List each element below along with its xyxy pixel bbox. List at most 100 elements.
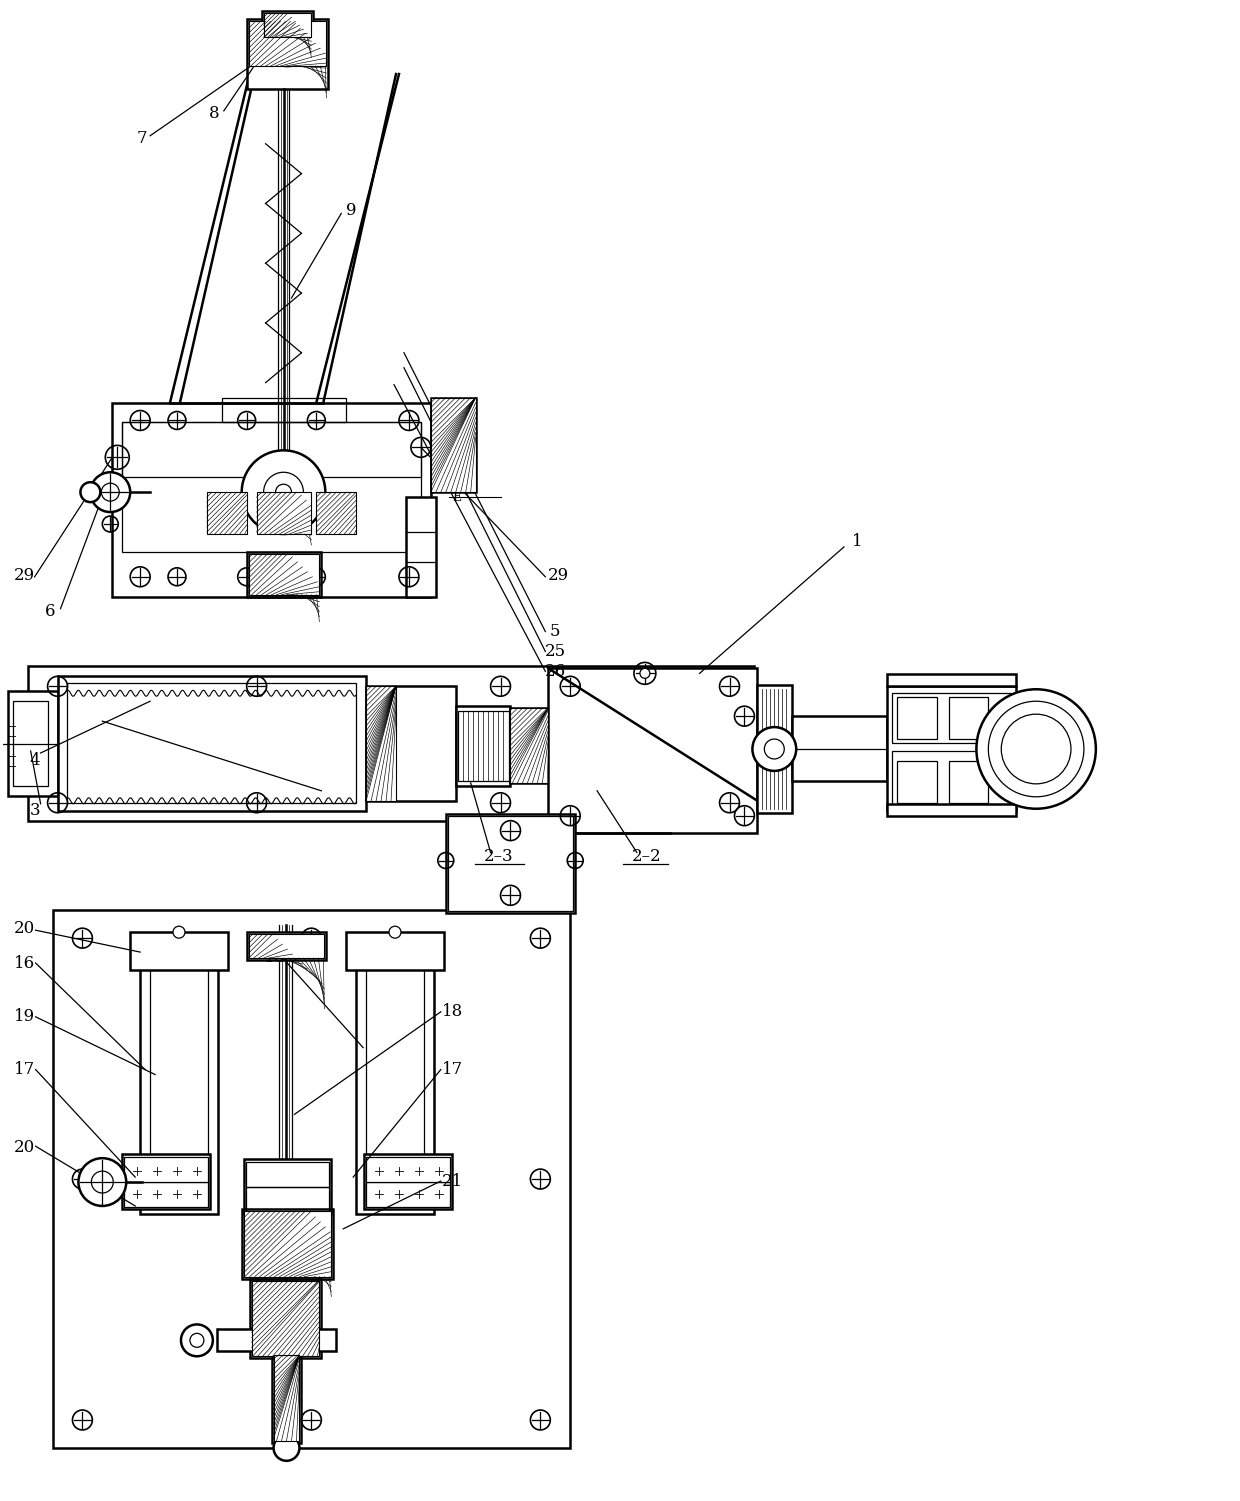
Bar: [405, 497, 435, 597]
Bar: [511, 708, 548, 784]
Bar: [244, 1159, 331, 1214]
Text: 25: 25: [544, 642, 565, 660]
Bar: [456, 705, 511, 787]
Bar: [366, 1183, 450, 1207]
Bar: [949, 761, 988, 803]
Text: 17: 17: [443, 1061, 464, 1078]
Bar: [262, 12, 314, 39]
Bar: [247, 20, 329, 89]
Bar: [52, 910, 570, 1448]
Text: 3: 3: [30, 802, 40, 820]
Circle shape: [389, 926, 401, 938]
Circle shape: [275, 485, 291, 500]
Bar: [548, 668, 758, 833]
Bar: [758, 686, 792, 812]
Bar: [365, 1154, 451, 1208]
Bar: [247, 932, 326, 961]
Text: 8: 8: [208, 105, 219, 123]
Text: 4: 4: [30, 752, 40, 770]
Bar: [27, 666, 754, 821]
Text: 18: 18: [443, 1003, 464, 1021]
Bar: [897, 761, 936, 803]
Bar: [366, 1157, 450, 1183]
Text: 21: 21: [443, 1172, 464, 1190]
Bar: [511, 708, 548, 784]
Bar: [897, 698, 936, 738]
Bar: [249, 21, 326, 66]
Bar: [264, 14, 311, 38]
Text: 9: 9: [346, 203, 356, 219]
Circle shape: [265, 23, 310, 66]
Bar: [892, 693, 1012, 743]
Bar: [949, 698, 988, 738]
Bar: [249, 554, 320, 594]
Text: 20: 20: [14, 1139, 35, 1156]
Circle shape: [78, 1159, 126, 1205]
Bar: [130, 932, 228, 970]
Text: E: E: [453, 491, 461, 504]
Circle shape: [242, 450, 325, 534]
Bar: [257, 492, 311, 534]
Bar: [430, 398, 476, 492]
Bar: [430, 398, 476, 492]
Bar: [123, 422, 420, 477]
Text: 7: 7: [136, 131, 148, 147]
Bar: [217, 1330, 336, 1351]
Bar: [366, 961, 424, 1204]
Bar: [222, 398, 346, 422]
Bar: [123, 1154, 210, 1208]
Circle shape: [190, 1333, 203, 1348]
Circle shape: [174, 926, 185, 938]
Bar: [448, 815, 573, 911]
Bar: [252, 1280, 320, 1357]
Text: 19: 19: [14, 1009, 35, 1025]
Text: 17: 17: [14, 1061, 35, 1078]
Bar: [792, 716, 887, 781]
Bar: [247, 552, 321, 597]
Circle shape: [274, 1435, 299, 1460]
Bar: [366, 686, 396, 800]
Circle shape: [81, 482, 100, 503]
Text: 2–2: 2–2: [632, 848, 662, 865]
Text: 16: 16: [264, 949, 285, 965]
Circle shape: [91, 473, 130, 512]
Bar: [887, 674, 1017, 686]
Bar: [892, 750, 1012, 806]
Bar: [150, 961, 208, 1204]
Bar: [246, 1162, 330, 1187]
Bar: [446, 814, 575, 913]
Text: 16: 16: [14, 955, 35, 971]
Bar: [887, 803, 1017, 815]
Circle shape: [753, 726, 796, 772]
Bar: [140, 961, 218, 1214]
Circle shape: [278, 35, 298, 54]
Bar: [207, 492, 247, 534]
Bar: [316, 492, 356, 534]
Bar: [242, 1208, 334, 1279]
Bar: [113, 402, 430, 597]
Circle shape: [181, 1324, 213, 1357]
Text: 2–3: 2–3: [484, 848, 513, 865]
Text: 5: 5: [551, 623, 560, 639]
Bar: [12, 701, 47, 787]
Text: 20: 20: [14, 920, 35, 937]
Circle shape: [976, 689, 1096, 809]
Bar: [7, 692, 57, 796]
Circle shape: [92, 1171, 113, 1193]
Bar: [246, 1187, 330, 1211]
Text: 6: 6: [46, 603, 56, 620]
Circle shape: [640, 668, 650, 678]
Bar: [274, 1355, 299, 1441]
Bar: [67, 683, 356, 803]
Bar: [244, 1211, 331, 1277]
Circle shape: [988, 701, 1084, 797]
Text: 29: 29: [14, 567, 35, 584]
Text: 1: 1: [852, 533, 862, 551]
Bar: [356, 961, 434, 1214]
Bar: [249, 1279, 321, 1358]
Bar: [458, 711, 508, 781]
Bar: [57, 677, 366, 811]
Bar: [366, 686, 456, 800]
Bar: [123, 422, 420, 552]
Bar: [272, 1354, 301, 1442]
